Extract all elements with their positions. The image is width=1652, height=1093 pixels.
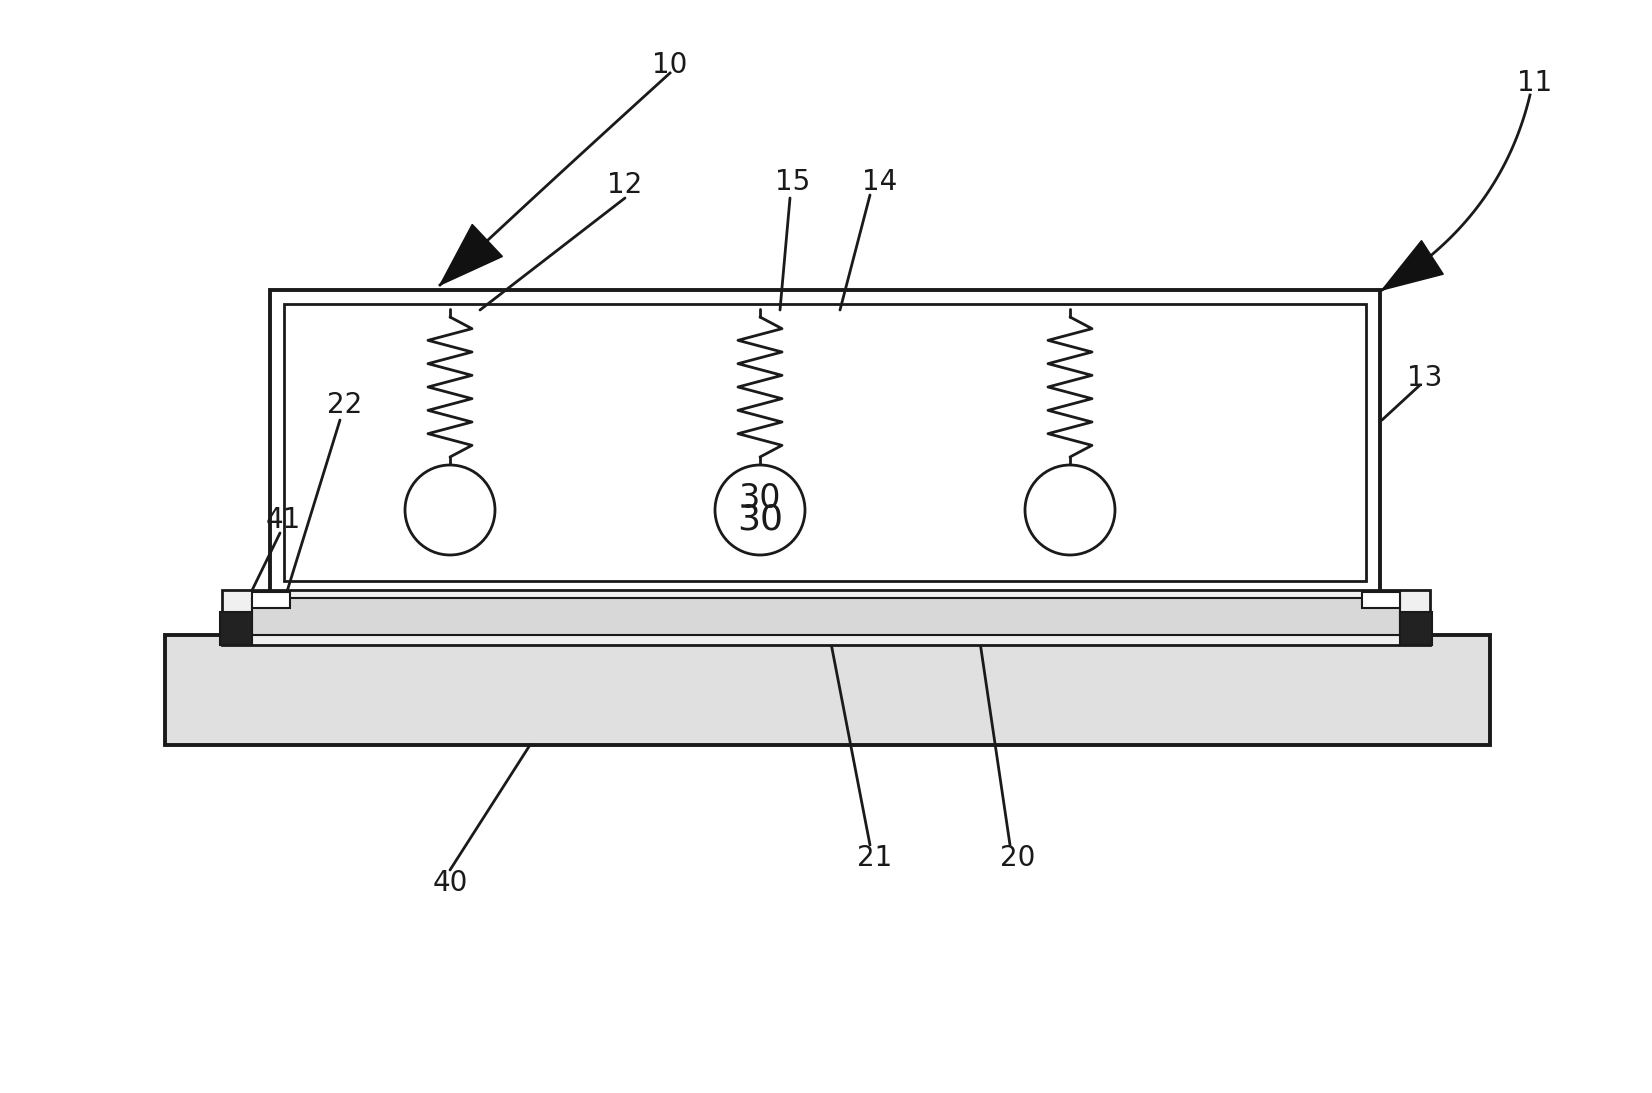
Text: 21: 21 — [857, 844, 892, 872]
Text: 41: 41 — [266, 506, 301, 534]
Bar — [1361, 592, 1399, 608]
Circle shape — [715, 465, 805, 555]
Text: 22: 22 — [327, 391, 363, 419]
Bar — [220, 612, 253, 645]
Bar — [221, 590, 1431, 645]
Bar — [253, 592, 291, 608]
Bar — [165, 635, 1490, 745]
Bar — [284, 304, 1366, 581]
Text: 30: 30 — [737, 503, 783, 537]
Bar — [1399, 612, 1432, 645]
Circle shape — [405, 465, 496, 555]
Circle shape — [1024, 465, 1115, 555]
Text: 10: 10 — [653, 51, 687, 79]
Text: 20: 20 — [1001, 844, 1036, 872]
Bar — [269, 290, 1379, 595]
Polygon shape — [1383, 240, 1444, 290]
Text: 40: 40 — [433, 869, 468, 897]
Text: 13: 13 — [1408, 364, 1442, 392]
Text: 15: 15 — [775, 168, 811, 196]
Text: 12: 12 — [608, 171, 643, 199]
Text: 30: 30 — [738, 482, 781, 515]
Text: 11: 11 — [1518, 69, 1553, 97]
Text: 14: 14 — [862, 168, 897, 196]
Bar — [253, 598, 1399, 635]
Polygon shape — [439, 224, 502, 285]
